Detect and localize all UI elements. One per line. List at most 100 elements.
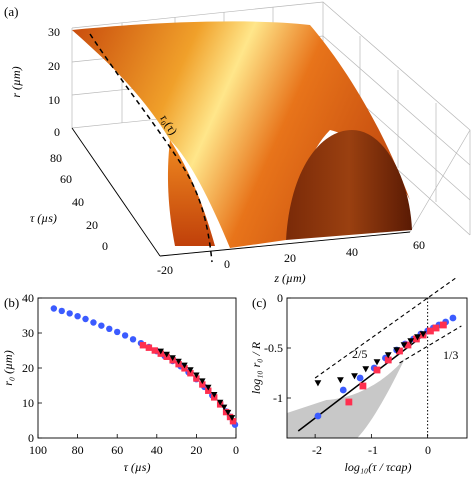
b-ytick-0: 0 [28, 431, 34, 445]
b-xtick-100: 100 [29, 443, 47, 457]
c-series1-point-6 [412, 335, 420, 343]
c-ytick-m1: -1 [273, 391, 283, 405]
c-series2-point-8 [407, 338, 415, 345]
b-series0-point-3 [74, 313, 81, 320]
panel-c-frame [286, 297, 468, 439]
b-series0-point-1 [58, 307, 65, 315]
c-series0-point-13 [449, 314, 457, 322]
c-series2-point-2 [351, 373, 358, 380]
c-series1-point-8 [427, 327, 434, 335]
c-series2-point-10 [419, 331, 427, 338]
panel-b-frame [37, 297, 237, 439]
b-series2-point-3 [175, 358, 182, 365]
b-series2-point-0 [157, 348, 164, 355]
b-ytick-10: 10 [22, 396, 34, 410]
panel-c-label: (c) [252, 295, 266, 310]
b-series1-point-0 [139, 342, 147, 349]
b-xtick-60: 60 [111, 443, 123, 457]
b-series1-point-9 [193, 375, 200, 382]
b-series1-point-1 [145, 344, 153, 351]
b-series0-point-2 [66, 310, 73, 317]
a-tauaxis-label: τ (µs) [30, 211, 57, 225]
b-series0-point-4 [82, 315, 89, 323]
panel-b: (b) 100 80 60 40 20 0 0 10 20 30 40 τ (µ… [1, 291, 239, 474]
b-series1-point-14 [222, 408, 230, 416]
c-series1-point-1 [359, 382, 367, 390]
b-series0-point-10 [129, 336, 137, 343]
a-ztick-30: 30 [48, 25, 60, 39]
c-ytick-0: 0 [277, 291, 283, 305]
b-series2-point-5 [187, 367, 194, 373]
b-ytick-40: 40 [22, 291, 34, 305]
surface-lower-side [167, 140, 215, 246]
panel-b-ticks [37, 297, 237, 439]
panel-b-label: (b) [4, 295, 19, 310]
b-xtick-40: 40 [151, 443, 163, 457]
b-series2-point-2 [169, 355, 176, 362]
panel-a-axes [71, 127, 411, 257]
b-series0-point-6 [98, 322, 105, 329]
c-slope-label-2-5: 2/5 [352, 347, 367, 361]
a-ztick-10: 10 [48, 93, 60, 107]
c-series0-point-1 [339, 386, 347, 394]
b-series2-point-4 [181, 362, 188, 369]
surface-top [72, 21, 410, 248]
b-xtick-80: 80 [72, 443, 84, 457]
a-xtick-60: 60 [413, 238, 425, 252]
c-xtick-m2: -2 [312, 443, 322, 457]
b-series0-point-8 [114, 328, 121, 336]
a-xtick-0: 0 [224, 257, 230, 271]
a-ztick-20: 20 [48, 59, 60, 73]
c-series2-point-7 [400, 342, 408, 349]
b-series0-point-7 [106, 325, 113, 332]
a-zaxis-label: r (µm) [9, 66, 23, 97]
b-series2-point-8 [205, 384, 212, 391]
b-series1-point-2 [151, 347, 159, 354]
c-series1-point-5 [404, 341, 412, 349]
a-tautick-80: 80 [50, 151, 62, 165]
b-series1-point-16 [229, 418, 237, 425]
c-xtick-m1: -1 [368, 443, 378, 457]
b-series2-point-10 [216, 399, 224, 406]
b-series2-point-11 [220, 404, 228, 411]
surface-end-cap [286, 130, 412, 240]
c-series0-point-2 [356, 374, 364, 382]
b-series2-point-13 [228, 415, 236, 421]
a-xaxis-label: z (µm) [273, 271, 305, 285]
b-series1-point-11 [205, 387, 212, 394]
c-series2-point-5 [384, 352, 392, 359]
a-xtick-40: 40 [346, 245, 358, 259]
a-xtick-20: 20 [284, 251, 296, 265]
c-slope-label-1-3: 1/3 [443, 348, 458, 362]
b-series2-point-1 [163, 351, 170, 358]
b-ytick-30: 30 [22, 326, 34, 340]
c-series2-point-1 [337, 377, 344, 384]
b-series0-point-0 [50, 305, 58, 312]
a-tautick-40: 40 [72, 195, 84, 209]
c-ytick-m05: -0.5 [264, 341, 283, 355]
panel-c: (c) -2 -1 0 -1 -0.5 0 2/5 1/3 log₁₀(τ / … [249, 277, 468, 474]
panel-c-points [314, 314, 457, 420]
b-series2-point-7 [199, 378, 206, 385]
c-xtick-0: 0 [425, 443, 431, 457]
c-series0-point-0 [314, 412, 322, 420]
c-series2-point-3 [362, 366, 370, 373]
c-slope-line-0 [314, 277, 457, 379]
b-series2-point-12 [224, 409, 232, 416]
c-series1-point-3 [384, 356, 392, 364]
a-tautick-60: 60 [60, 172, 72, 186]
panel-b-points [50, 305, 239, 428]
b-series1-point-8 [187, 370, 194, 377]
a-xtick-m20: -20 [157, 263, 173, 277]
c-series1-point-2 [373, 366, 381, 374]
panel-a-label: (a) [4, 4, 18, 19]
b-series2-point-6 [193, 372, 200, 379]
r0-tau-curve [89, 33, 213, 263]
c-yaxis-label: log₁₀ r₀ / R [249, 341, 263, 394]
c-series1-point-9 [432, 324, 440, 332]
c-series2-point-9 [414, 334, 421, 341]
a-ztick-0: 0 [54, 125, 60, 139]
c-series1-point-4 [396, 347, 403, 355]
panel-a-surface [72, 21, 412, 248]
